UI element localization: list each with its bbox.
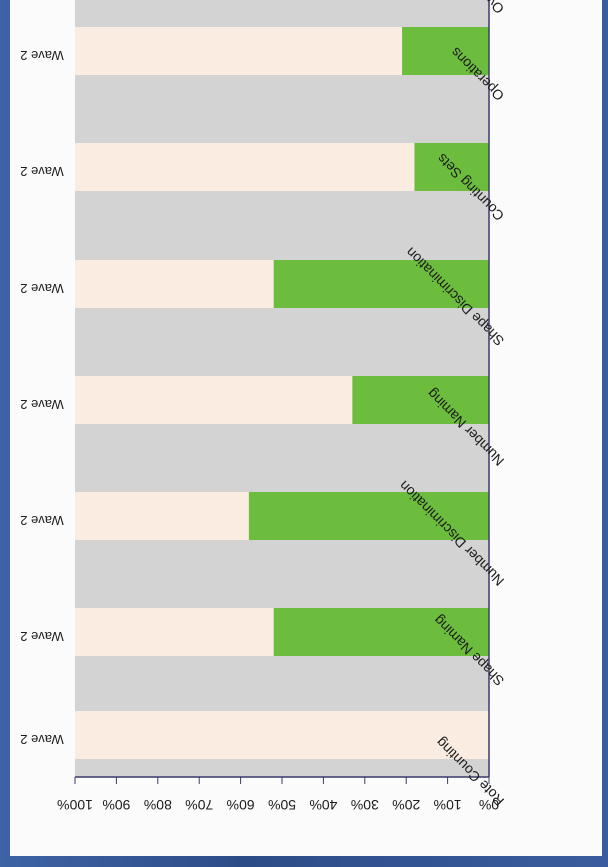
bar-label-0: Wave 2 — [20, 732, 64, 747]
bar-achieved-4 — [273, 260, 489, 308]
bar-achieved-6 — [402, 27, 489, 75]
bar-achieved-5 — [414, 143, 489, 191]
bar-achieved-2 — [248, 492, 489, 540]
bars — [75, 27, 489, 759]
x-tick-label-0: 0% — [479, 797, 499, 813]
x-tick-label-6: 60% — [227, 797, 255, 813]
bar-remaining-6 — [75, 27, 403, 75]
x-tick-label-7: 70% — [185, 797, 213, 813]
x-tick-label-3: 30% — [351, 797, 379, 813]
bar-remaining-2 — [75, 492, 249, 540]
bar-label-5: Wave 2 — [20, 164, 64, 179]
bar-label-2: Wave 2 — [20, 513, 64, 528]
x-tick-label-9: 90% — [102, 797, 130, 813]
x-tick-label-4: 40% — [309, 797, 337, 813]
bar-achieved-3 — [352, 376, 489, 424]
x-tick-label-8: 80% — [144, 797, 172, 813]
bar-achieved-1 — [273, 608, 489, 656]
axes — [74, 0, 490, 784]
bar-remaining-3 — [75, 376, 353, 424]
x-tick-label-1: 10% — [434, 797, 462, 813]
x-tick-label-2: 20% — [392, 797, 420, 813]
x-tick-label-5: 50% — [268, 797, 296, 813]
bar-remaining-1 — [75, 608, 274, 656]
bar-label-3: Wave 2 — [20, 397, 64, 412]
bar-label-1: Wave 2 — [20, 629, 64, 644]
bar-remaining-4 — [75, 260, 274, 308]
bar-label-4: Wave 2 — [20, 281, 64, 296]
bar-remaining-0 — [75, 711, 489, 759]
bar-remaining-5 — [75, 143, 415, 191]
bar-label-6: Wave 2 — [20, 48, 64, 63]
x-tick-label-10: 100% — [57, 797, 93, 813]
